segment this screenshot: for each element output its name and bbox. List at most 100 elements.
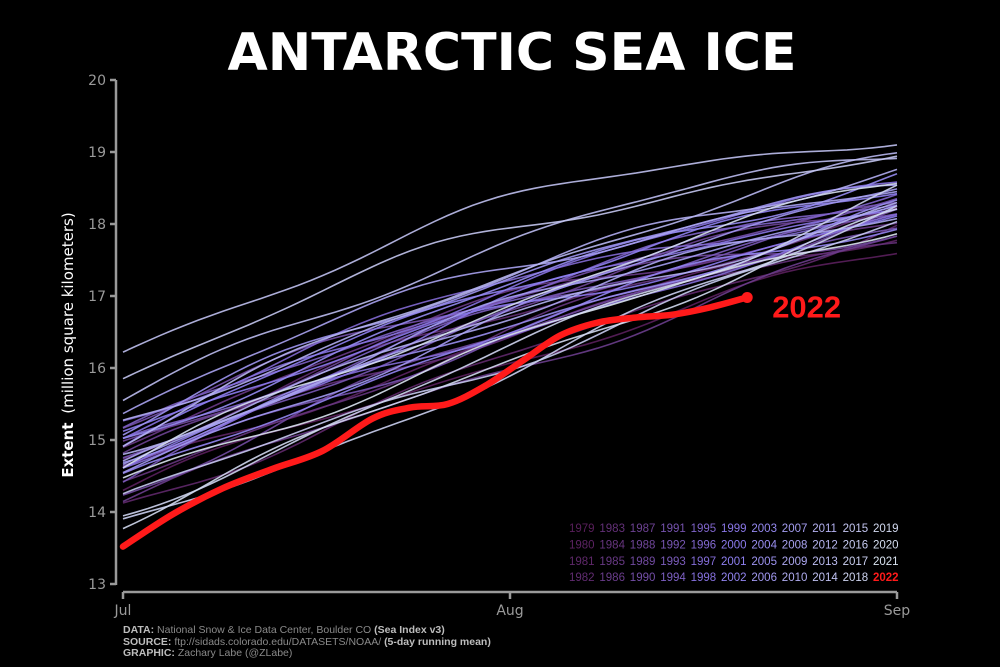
legend-year-2017: 2017: [843, 556, 869, 568]
axes: 13 14 15 16 17 18 19 20 Jul Aug Sep: [88, 73, 910, 619]
y-tick-label: 15: [88, 433, 106, 449]
credits-source-label: SOURCE:: [123, 635, 172, 648]
legend-year-2015: 2015: [843, 523, 869, 535]
series-lines: [122, 144, 898, 530]
credits-graphic-label: GRAPHIC:: [123, 647, 175, 659]
y-tick-label: 20: [88, 73, 106, 89]
credits-data-text: National Snow & Ice Data Center, Boulder…: [157, 624, 372, 636]
legend-year-2004: 2004: [751, 539, 777, 551]
credits-graphic-text: Zachary Labe (@ZLabe): [177, 647, 293, 659]
series-line-1991: [122, 227, 898, 467]
credits-source-bold: (5-day running mean): [384, 635, 491, 648]
credits: DATA: National Snow & Ice Data Center, B…: [123, 624, 491, 660]
legend-year-2011: 2011: [812, 523, 837, 535]
legend-year-2010: 2010: [782, 572, 808, 584]
credits-data-label: DATA:: [123, 624, 155, 636]
series-line-2019: [122, 208, 898, 530]
series-line-2018: [122, 184, 898, 517]
legend-year-1982: 1982: [569, 572, 595, 584]
legend-year-2008: 2008: [782, 539, 808, 551]
series-line-1997: [122, 213, 898, 469]
legend-year-1989: 1989: [630, 556, 656, 568]
legend-year-1990: 1990: [630, 572, 656, 584]
series-line-2022: [119, 294, 751, 550]
legend-year-2018: 2018: [843, 572, 869, 584]
x-tick-label: Jul: [114, 603, 132, 619]
legend-year-1996: 1996: [691, 539, 717, 551]
legend-year-2016: 2016: [843, 539, 869, 551]
series-line-1987: [122, 208, 898, 454]
legend-year-2012: 2012: [812, 539, 838, 551]
legend-year-1994: 1994: [660, 572, 686, 584]
credits-source: SOURCE: ftp://sidads.colorado.edu/DATASE…: [123, 635, 491, 649]
legend-year-2000: 2000: [721, 539, 747, 551]
legend-year-1997: 1997: [691, 556, 717, 568]
legend-year-2014: 2014: [812, 572, 838, 584]
chart-title: ANTARCTIC SEA ICE: [227, 23, 796, 83]
legend-year-1998: 1998: [691, 572, 717, 584]
y-tick-label: 16: [88, 361, 106, 377]
legend-year-1987: 1987: [630, 523, 656, 535]
legend-year-1991: 1991: [660, 523, 686, 535]
legend-year-2022: 2022: [873, 572, 899, 584]
series-line-2005: [122, 184, 898, 436]
y-tick-label: 13: [88, 577, 106, 593]
series-line-2014: [122, 144, 898, 353]
svg-text:Extent (million square k: Extent (million square kilometers): [59, 212, 77, 477]
legend-year-1992: 1992: [660, 539, 686, 551]
series-line-2012: [122, 152, 898, 448]
legend-year-1985: 1985: [599, 556, 625, 568]
legend-year-2020: 2020: [873, 539, 899, 551]
y-axis-label: Extent (million square kilometers): [59, 212, 77, 477]
series-line-2020: [122, 182, 898, 469]
y-tick-label: 18: [88, 217, 106, 233]
legend-year-1981: 1981: [569, 556, 595, 568]
legend-year-1988: 1988: [630, 539, 656, 551]
legend-year-2006: 2006: [751, 572, 777, 584]
series-line-2013: [122, 157, 898, 402]
series-line-2007: [122, 204, 898, 466]
x-tick-label: Aug: [496, 603, 523, 619]
series-line-1990: [122, 201, 898, 429]
series-end-marker-2022: [741, 291, 753, 303]
series-line-2009: [122, 217, 898, 462]
series-line-2010: [122, 168, 898, 421]
series-line-1999: [122, 208, 898, 469]
credits-graphic: GRAPHIC: Zachary Labe (@ZLabe): [123, 647, 491, 660]
x-tick-label: Sep: [884, 603, 911, 619]
series-label-2022: 2022: [772, 289, 841, 324]
series-line-2006: [122, 188, 898, 474]
legend-year-2021: 2021: [873, 556, 899, 568]
series-line-2003: [122, 172, 898, 440]
legend-year-2019: 2019: [873, 523, 899, 535]
series-line-2001: [122, 192, 898, 447]
y-tick-label: 14: [88, 505, 106, 521]
series-line-2000: [122, 215, 898, 433]
legend-year-2001: 2001: [721, 556, 747, 568]
y-axis-label-bold: Extent: [59, 423, 77, 478]
y-tick-label: 19: [88, 145, 106, 161]
legend-year-1983: 1983: [599, 523, 625, 535]
legend-year-1995: 1995: [691, 523, 717, 535]
series-line-2021: [122, 233, 898, 479]
legend-year-1993: 1993: [660, 556, 686, 568]
legend-year-2009: 2009: [782, 556, 808, 568]
legend-year-1980: 1980: [569, 539, 595, 551]
legend-year-2005: 2005: [751, 556, 777, 568]
legend: 1979 1980 1981 1982 1983 1984 1985 1986 1987 1988…: [569, 523, 899, 584]
y-tick-label: 17: [88, 289, 106, 305]
credits-source-text: ftp://sidads.colorado.edu/DATASETS/NOAA/: [174, 635, 382, 648]
legend-year-2002: 2002: [721, 572, 747, 584]
credits-data-bold: (Sea Index v3): [374, 624, 445, 636]
legend-year-1979: 1979: [569, 523, 595, 535]
legend-year-2013: 2013: [812, 556, 838, 568]
legend-year-1999: 1999: [721, 523, 747, 535]
legend-year-2007: 2007: [782, 523, 808, 535]
legend-year-1986: 1986: [599, 572, 625, 584]
legend-year-1984: 1984: [599, 539, 625, 551]
series-line-2015: [122, 155, 898, 380]
legend-year-2003: 2003: [751, 523, 777, 535]
credits-data: DATA: National Snow & Ice Data Center, B…: [123, 624, 491, 637]
y-axis-label-rest: (million square kilometers): [59, 212, 77, 413]
